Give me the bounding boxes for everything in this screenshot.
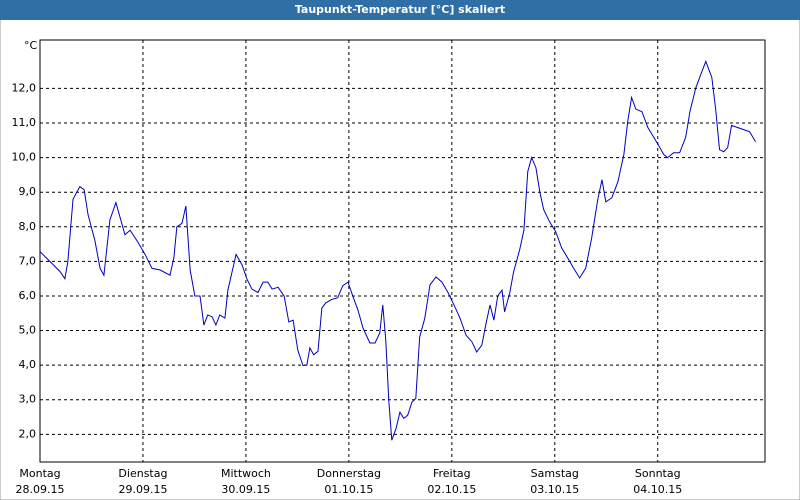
x-tick-label: Donnerstag [317,467,381,480]
x-tick-date: 01.10.15 [324,483,373,496]
y-tick-label: 3,0 [19,393,37,406]
y-tick-label: 11,0 [12,116,37,129]
y-tick-label: 5,0 [19,324,37,337]
plot-area [39,39,766,463]
x-tick-label: Montag [19,467,60,480]
x-tick-date: 04.10.15 [633,483,682,496]
y-tick-label: 7,0 [19,254,37,267]
x-tick-label: Mittwoch [221,467,271,480]
y-tick-label: 9,0 [19,185,37,198]
x-tick-label: Dienstag [118,467,167,480]
x-tick-label: Freitag [433,467,471,480]
y-tick-label: 6,0 [19,289,37,302]
x-tick-date: 29.09.15 [118,483,167,496]
y-tick-label: 10,0 [12,151,37,164]
x-tick-date: 30.09.15 [221,483,270,496]
y-unit: °C [24,39,38,52]
x-tick-label: Sonntag [635,467,681,480]
y-tick-label: 4,0 [19,358,37,371]
chart-title: Taupunkt-Temperatur [°C] skaliert [295,3,505,16]
x-tick-date: 02.10.15 [427,483,476,496]
x-tick-date: 03.10.15 [530,483,579,496]
title-bar [0,0,800,20]
y-tick-label: 2,0 [19,427,37,440]
x-tick-date: 28.09.15 [16,483,65,496]
y-tick-label: 12,0 [12,81,37,94]
y-tick-label: 8,0 [19,220,37,233]
data-line [39,60,756,441]
x-tick-label: Samstag [531,467,579,480]
